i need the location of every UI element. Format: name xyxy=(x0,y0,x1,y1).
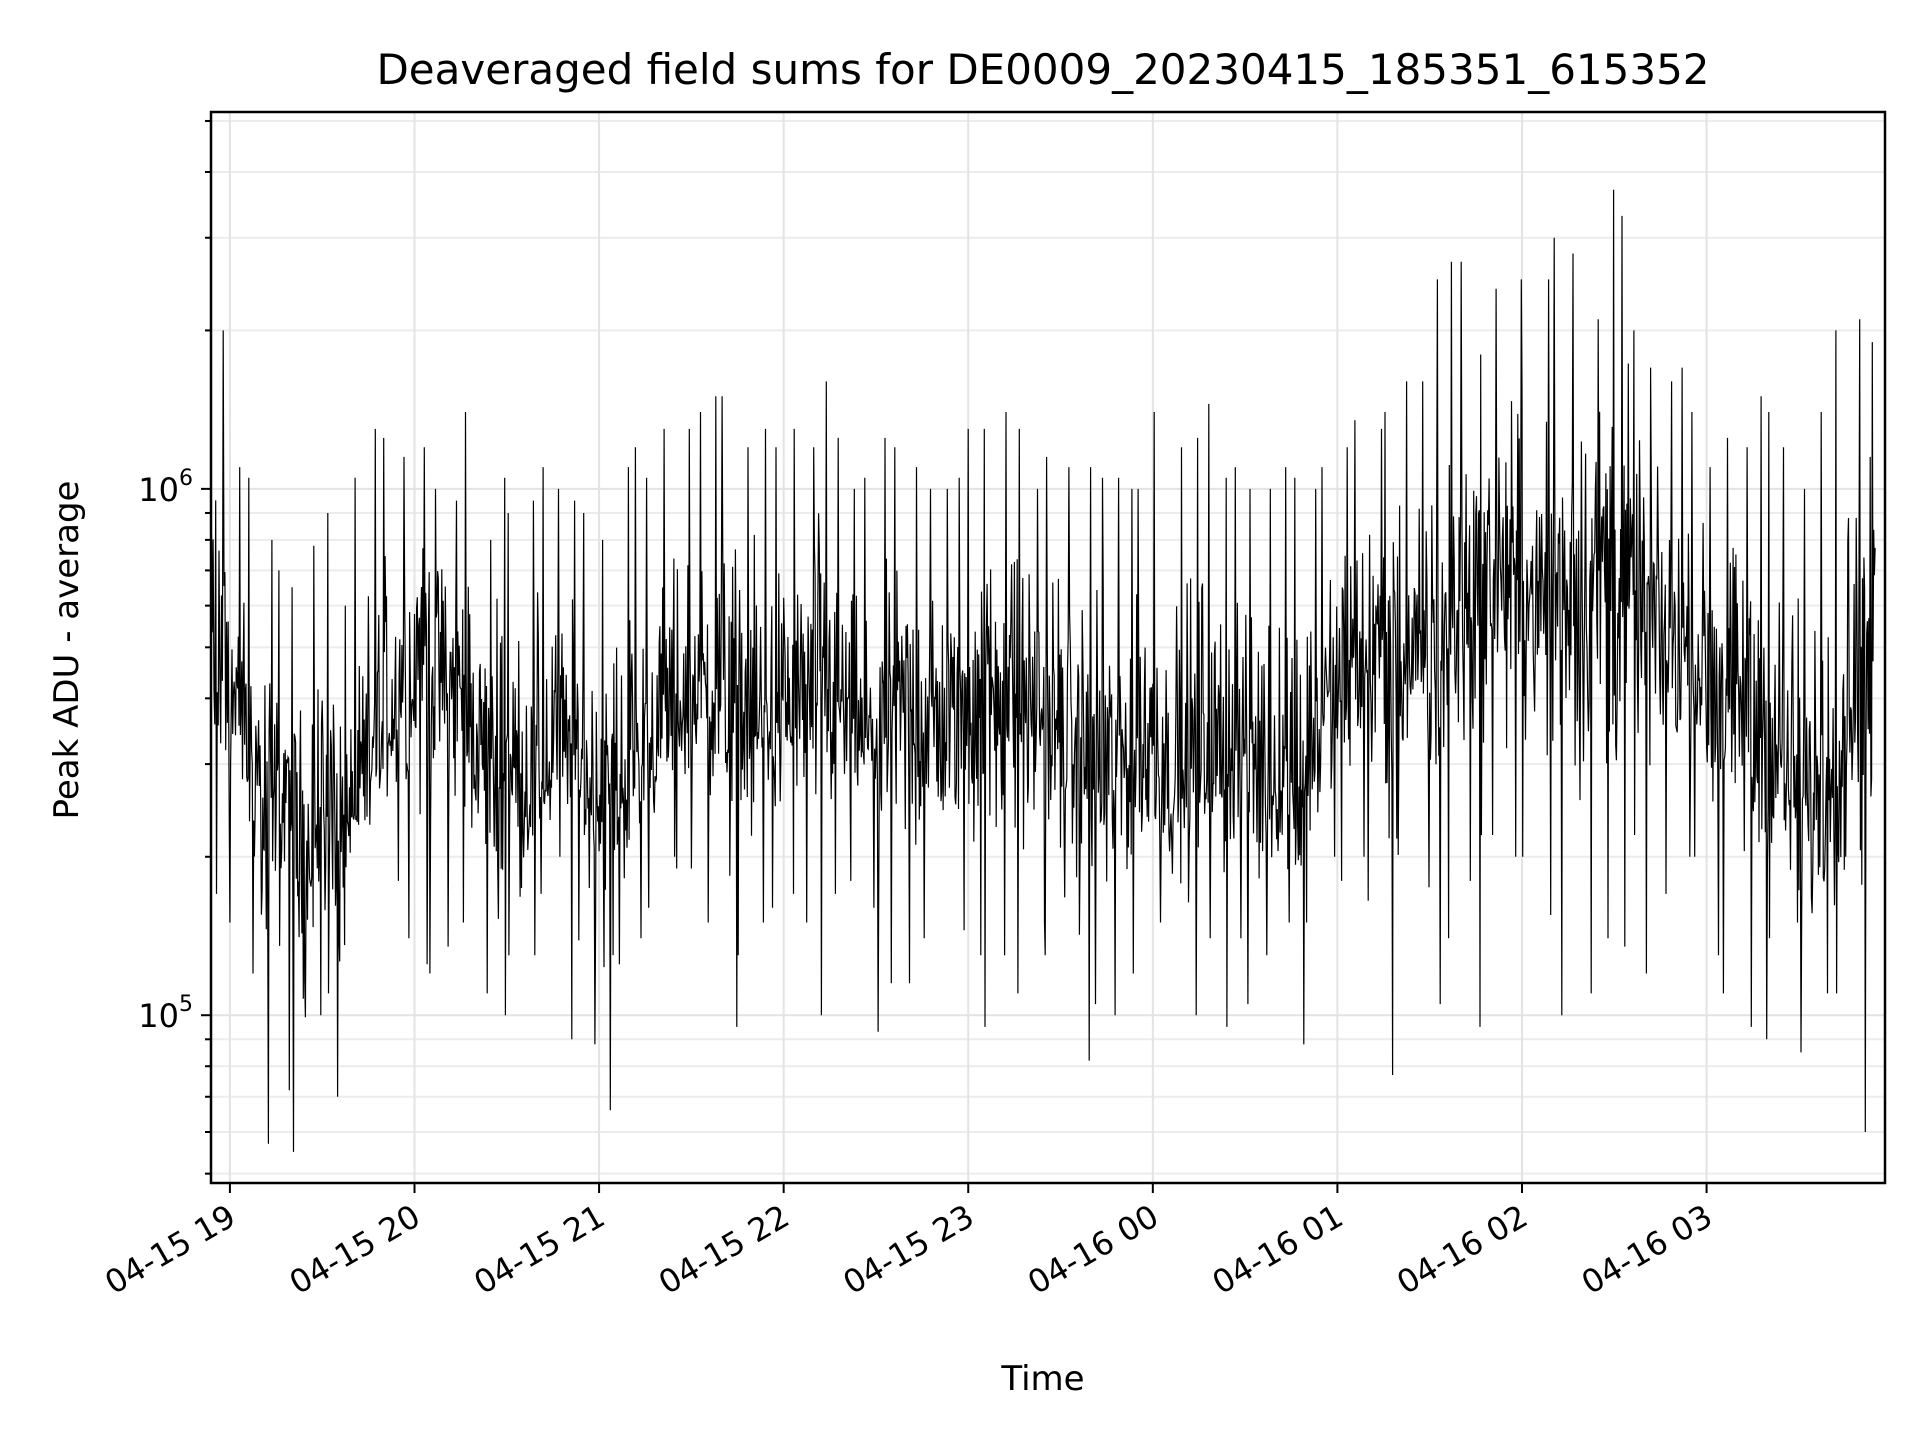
series-line xyxy=(210,189,1876,1152)
chart-title: Deaveraged field sums for DE0009_2023041… xyxy=(376,45,1709,94)
y-tick-label: 106 xyxy=(138,466,193,509)
y-tick-label: 105 xyxy=(138,992,193,1035)
y-axis-label: Peak ADU - average xyxy=(47,481,87,820)
x-axis-label: Time xyxy=(1000,1359,1084,1399)
y-axis: 105 106 xyxy=(138,119,211,1175)
data-series-line xyxy=(210,189,1876,1152)
